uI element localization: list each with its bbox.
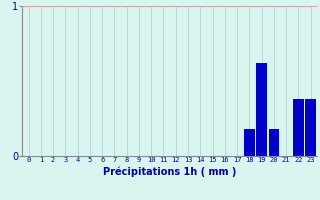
X-axis label: Précipitations 1h ( mm ): Précipitations 1h ( mm ) [103, 166, 236, 177]
Bar [293, 99, 304, 156]
Bar [269, 129, 279, 156]
Bar [306, 99, 316, 156]
Bar [256, 63, 267, 156]
Bar [244, 129, 254, 156]
